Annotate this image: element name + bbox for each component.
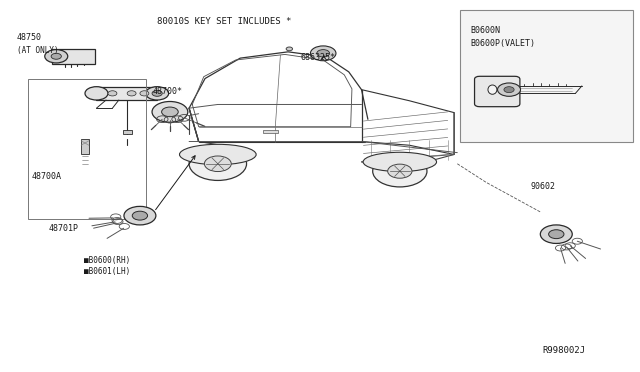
FancyBboxPatch shape [474,76,520,107]
Ellipse shape [388,164,412,178]
Text: ■B0600(RH): ■B0600(RH) [84,256,130,264]
Circle shape [497,83,520,96]
Text: 686325*: 686325* [301,52,336,61]
Bar [28,78,146,219]
Ellipse shape [372,155,427,187]
Ellipse shape [204,156,231,171]
Circle shape [504,87,514,93]
Circle shape [108,91,117,96]
Text: 48700A: 48700A [31,172,61,181]
Text: B0600N: B0600N [470,26,500,35]
Ellipse shape [179,144,256,165]
Circle shape [45,49,68,63]
Bar [123,130,132,134]
Text: 48750: 48750 [17,33,42,42]
Circle shape [146,87,169,100]
Circle shape [540,225,572,243]
Circle shape [152,102,188,122]
Text: 48701P: 48701P [49,224,79,233]
Circle shape [51,53,61,59]
Circle shape [162,107,178,117]
Bar [262,130,278,133]
Text: ■B0601(LH): ■B0601(LH) [84,267,130,276]
Circle shape [85,87,108,100]
Circle shape [132,211,148,220]
Ellipse shape [488,85,497,94]
Circle shape [140,91,149,96]
Text: R998002J: R998002J [542,346,585,355]
Text: 48700*: 48700* [153,87,182,96]
Circle shape [310,46,336,61]
Circle shape [152,90,163,96]
Bar [97,87,157,100]
Text: 90602: 90602 [531,182,556,191]
Text: 80010S KEY SET INCLUDES *: 80010S KEY SET INCLUDES * [157,17,291,26]
Text: (AT ONLY): (AT ONLY) [17,46,58,55]
Circle shape [317,49,330,57]
Circle shape [548,230,564,238]
Circle shape [127,91,136,96]
Ellipse shape [363,152,436,171]
Bar [461,10,633,141]
Circle shape [124,206,156,225]
Circle shape [286,47,292,51]
Ellipse shape [189,147,246,180]
Bar [52,49,95,64]
Bar [81,139,89,154]
Text: B0600P(VALET): B0600P(VALET) [470,39,535,48]
